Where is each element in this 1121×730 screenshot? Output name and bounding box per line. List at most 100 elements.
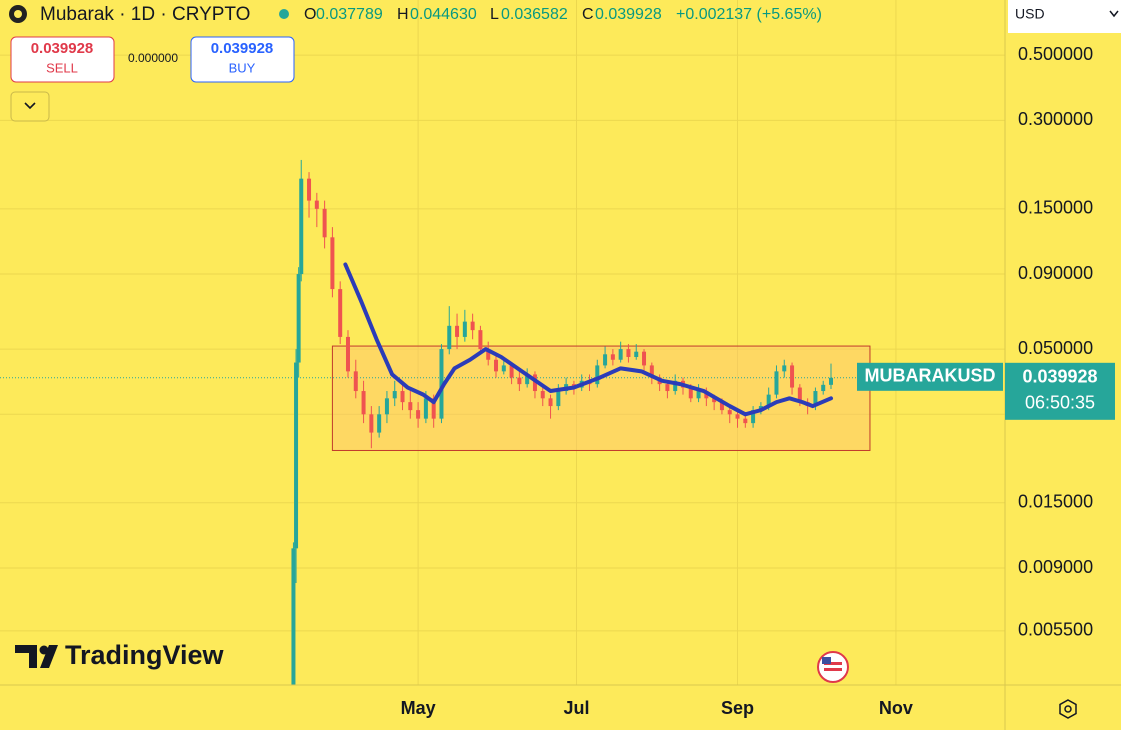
ohlc-label: L: [490, 6, 499, 23]
sell-button[interactable]: 0.039928 SELL: [10, 36, 115, 83]
flag-icon[interactable]: [817, 651, 849, 683]
y-tick-label: 0.150000: [1018, 198, 1093, 218]
candle-body: [294, 362, 299, 549]
buy-button[interactable]: 0.039928 BUY: [190, 36, 295, 83]
candle-body: [392, 391, 397, 399]
candle-body: [673, 380, 678, 392]
candle-body: [501, 365, 506, 372]
candle-body: [735, 414, 740, 419]
candle-body: [626, 349, 631, 357]
candle-body: [423, 398, 428, 419]
ohlc-value: 0.039928: [595, 6, 662, 23]
candle-body: [821, 384, 826, 392]
candle-body: [727, 410, 732, 415]
currency[interactable]: USD: [1015, 6, 1045, 22]
chevron-icon[interactable]: [24, 102, 36, 110]
collapse-box[interactable]: [10, 91, 50, 122]
dropdown-icon[interactable]: [1109, 10, 1119, 18]
candle-body: [431, 398, 436, 419]
candle-body: [314, 200, 319, 209]
candle-body: [532, 374, 537, 392]
price-tag-label: 0.039928: [1022, 367, 1097, 387]
buy-price[interactable]: 0.039928: [211, 40, 274, 57]
candle-body: [595, 365, 600, 385]
candle-body: [829, 377, 834, 385]
candle-body: [296, 274, 301, 363]
settings-button[interactable]: [1059, 699, 1077, 719]
symbol-title: Mubarak · 1D · CRYPTO: [40, 4, 250, 25]
ohlc-value: 0.044630: [410, 6, 477, 23]
y-tick-label: 0.050000: [1018, 338, 1093, 358]
candle-body: [610, 354, 615, 360]
y-tick-label: 0.015000: [1018, 492, 1093, 512]
ohlc-value: 0.037789: [316, 6, 383, 23]
ohlc-label: O: [304, 6, 316, 23]
flag-canton[interactable]: [822, 657, 831, 664]
candle-body: [696, 391, 701, 399]
candle-body: [439, 349, 444, 419]
candle-body: [361, 391, 366, 415]
sell-label[interactable]: SELL: [46, 60, 78, 75]
y-tick-label: 0.009000: [1018, 557, 1093, 577]
candle-body: [322, 208, 327, 238]
collapse-button[interactable]: [10, 91, 50, 122]
settings-icon[interactable]: [1059, 699, 1077, 719]
sell-box[interactable]: [10, 36, 115, 83]
candle-body: [353, 371, 358, 392]
price-tags: MUBARAKUSD 0.039928 06:50:35: [857, 362, 1115, 420]
currency-dropdown[interactable]: USD: [1008, 0, 1121, 33]
candle-body: [299, 178, 304, 275]
ohlc-value: 0.036582: [501, 6, 568, 23]
candle-body: [634, 351, 639, 357]
logo-shape: [15, 645, 37, 668]
candle-body: [377, 414, 382, 433]
candle-body: [525, 374, 530, 385]
candle-body: [540, 391, 545, 399]
y-tick-label: 0.090000: [1018, 263, 1093, 283]
candle-body: [712, 398, 717, 403]
candle-body: [766, 394, 771, 407]
flag-stripe[interactable]: [824, 668, 842, 671]
candle-body: [642, 351, 647, 366]
candle-body: [790, 365, 795, 388]
candle-body: [517, 377, 522, 385]
symbol-tag-label: MUBARAKUSD: [865, 366, 996, 386]
candle-body: [384, 398, 389, 415]
buy-label[interactable]: BUY: [229, 60, 256, 75]
candle-body: [455, 325, 460, 337]
status-dot: [279, 9, 289, 19]
sell-price[interactable]: 0.039928: [31, 40, 94, 57]
candle-body: [797, 387, 802, 403]
ohlc-label: C: [582, 6, 594, 23]
plot: [0, 159, 1005, 685]
candle-body: [291, 548, 296, 685]
x-tick-label: Jul: [564, 698, 590, 718]
candle-body: [416, 410, 421, 419]
x-tick-label: Sep: [721, 698, 754, 718]
candle-body: [751, 410, 756, 424]
candle-body: [462, 321, 467, 337]
moving-average: [343, 262, 834, 417]
x-tick-label: May: [401, 698, 436, 718]
candle-body: [688, 387, 693, 399]
candle-body: [478, 330, 483, 350]
flag-stripe[interactable]: [824, 662, 842, 665]
candle-body: [345, 336, 350, 372]
buy-box[interactable]: [190, 36, 295, 83]
x-tick-label: Nov: [879, 698, 913, 718]
y-tick-label: 0.005500: [1018, 620, 1093, 640]
logo-shape: [40, 645, 58, 668]
candle-body: [782, 365, 787, 372]
currency-box[interactable]: [1008, 0, 1121, 33]
flag-circle[interactable]: [817, 651, 849, 683]
settings-icon[interactable]: [1064, 705, 1072, 713]
brand: TradingView: [65, 640, 225, 670]
candle-body: [603, 354, 608, 366]
candle-body: [548, 398, 553, 407]
symbol-tag: [857, 362, 1003, 391]
candle-body: [470, 321, 475, 331]
y-tick-label: 0.500000: [1018, 44, 1093, 64]
candle-body: [494, 359, 499, 372]
